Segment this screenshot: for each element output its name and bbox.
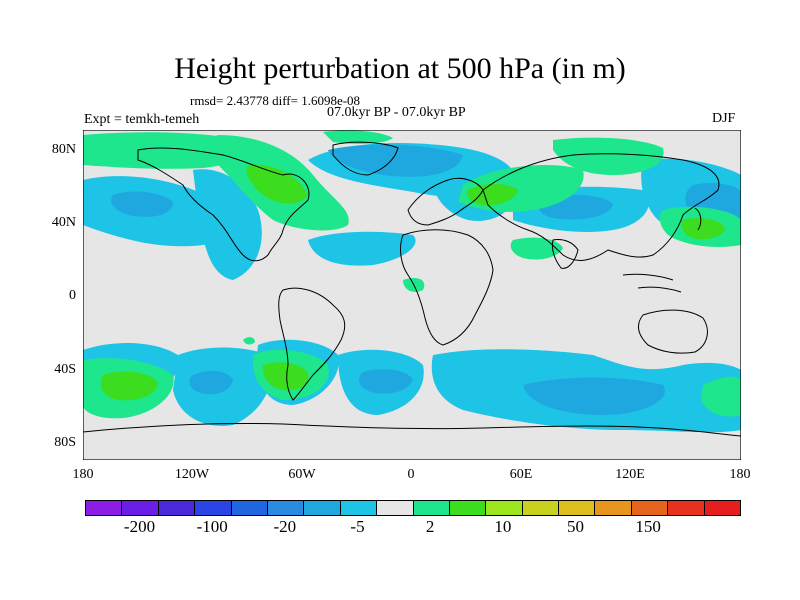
season-label: DJF bbox=[712, 111, 736, 126]
africa-outline bbox=[400, 229, 494, 346]
strong-negative-anomaly-regions bbox=[111, 144, 741, 415]
asia-outline bbox=[482, 153, 720, 261]
colorbar-swatch bbox=[267, 501, 305, 515]
australia-outline bbox=[637, 309, 708, 354]
lon-label-120w: 120W bbox=[174, 467, 210, 482]
stats-text: rmsd= 2.43778 diff= 1.6098e-08 bbox=[190, 93, 361, 108]
lon-label-60w: 60W bbox=[288, 467, 316, 482]
strong-positive-anomaly-regions bbox=[100, 164, 725, 401]
lat-label-80n: 80N bbox=[51, 142, 76, 157]
continent-outlines bbox=[83, 141, 741, 437]
colorbar-swatch bbox=[195, 501, 232, 515]
colorbar-label: -100 bbox=[196, 517, 228, 536]
map-canvas bbox=[83, 130, 741, 460]
colorbar-label: -20 bbox=[273, 517, 297, 536]
colorbar-swatch bbox=[304, 501, 341, 515]
colorbar bbox=[85, 500, 741, 516]
colorbar-swatch bbox=[122, 501, 159, 515]
lat-label-40n: 40N bbox=[51, 215, 76, 230]
colorbar-swatch bbox=[231, 501, 268, 515]
lat-label-eq: 0 bbox=[69, 288, 76, 303]
colorbar-swatch bbox=[449, 501, 487, 515]
colorbar-swatch bbox=[340, 501, 378, 515]
colorbar-label: 150 bbox=[635, 517, 661, 536]
colorbar-swatch bbox=[559, 501, 596, 515]
north-america-outline bbox=[137, 147, 310, 262]
colorbar-label: 10 bbox=[494, 517, 512, 536]
colorbar-swatch bbox=[595, 501, 632, 515]
colorbar-label: -200 bbox=[123, 517, 156, 536]
india-outline bbox=[552, 239, 579, 269]
colorbar-label: 50 bbox=[567, 517, 584, 536]
colorbar-label: 2 bbox=[425, 517, 435, 536]
lon-label-60e: 60E bbox=[509, 467, 533, 482]
colorbar-swatch bbox=[704, 501, 741, 515]
colorbar-swatch bbox=[377, 501, 414, 515]
lon-label-180e: 180 bbox=[729, 467, 751, 482]
antarctica-outline bbox=[83, 422, 741, 437]
greenland-outline bbox=[332, 141, 399, 176]
lon-label-180w: 180 bbox=[72, 467, 94, 482]
period-label: 07.0kyr BP - 07.0kyr BP bbox=[327, 105, 466, 120]
lon-label-0: 0 bbox=[407, 467, 415, 482]
chart-title: Height perturbation at 500 hPa (in m) bbox=[174, 52, 626, 85]
colorbar-label: -5 bbox=[350, 517, 365, 536]
colorbar-swatch bbox=[486, 501, 523, 515]
indonesia-outline bbox=[622, 273, 682, 293]
lon-label-120e: 120E bbox=[615, 467, 645, 482]
colorbar-swatch bbox=[86, 501, 123, 515]
colorbar-swatch bbox=[522, 501, 560, 515]
colorbar-swatch bbox=[631, 501, 669, 515]
europe-outline bbox=[407, 177, 484, 226]
japan-outline bbox=[694, 207, 702, 231]
lat-label-80s: 80S bbox=[54, 435, 76, 450]
lat-label-40s: 40S bbox=[54, 362, 76, 377]
colorbar-swatch bbox=[413, 501, 450, 515]
experiment-label: Expt = temkh-temeh bbox=[84, 112, 200, 127]
colorbar-swatch bbox=[668, 501, 705, 515]
map-panel bbox=[83, 130, 741, 460]
colorbar-swatch bbox=[158, 501, 196, 515]
south-america-outline bbox=[278, 287, 346, 401]
